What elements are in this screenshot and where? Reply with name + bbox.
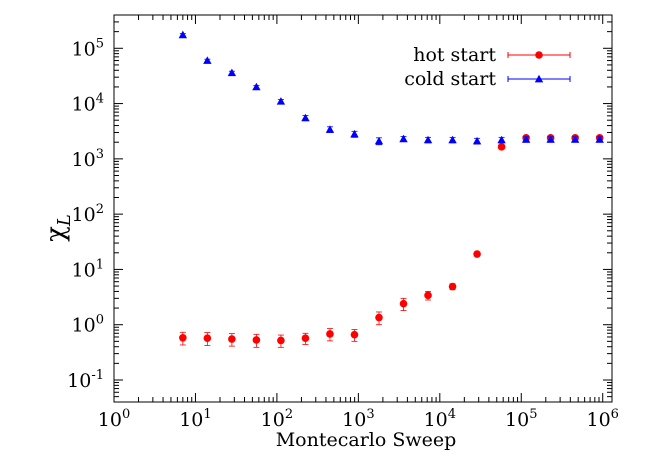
- y-tick-label: 101: [72, 257, 104, 281]
- hot-start-point: [350, 330, 359, 339]
- hot-start-point: [375, 313, 383, 322]
- cold-start-point: [301, 113, 310, 122]
- cold-start-point: [423, 135, 433, 144]
- plot-area: [113, 14, 613, 403]
- y-tick-label: 10-1: [67, 368, 104, 392]
- x-tick-label: 104: [424, 407, 456, 431]
- hot-start-point: [326, 330, 334, 338]
- x-tick-label: 100: [98, 407, 130, 431]
- y-tick-label: 104: [72, 92, 104, 116]
- hot-start-point: [277, 336, 285, 345]
- cold-start-point: [178, 30, 188, 39]
- y-axis-title: χL: [41, 214, 75, 242]
- cold-start-point: [546, 135, 555, 143]
- x-tick-label: 105: [505, 407, 537, 431]
- cold-start-point: [203, 56, 212, 64]
- hot-start-point: [203, 334, 212, 343]
- x-tick-label: 102: [261, 407, 293, 431]
- hot-start-point: [399, 299, 408, 308]
- plot-frame: [113, 14, 613, 403]
- legend-label: cold start: [404, 68, 496, 90]
- cold-start-point: [399, 134, 408, 143]
- legend-label: hot start: [413, 44, 496, 66]
- y-tick-label: 103: [72, 147, 104, 171]
- cold-start-point: [325, 125, 335, 133]
- y-tick-label: 102: [72, 202, 104, 226]
- tick-labels: 100 101 102 103 104 105 106 10-1 100 101 102 103 104…: [67, 36, 619, 431]
- hot-start-point: [252, 336, 261, 344]
- series-layer: [178, 30, 604, 348]
- hot-start-series: [179, 134, 604, 348]
- legend-marker: [534, 74, 544, 83]
- x-tick-label: 103: [342, 407, 374, 431]
- hot-start-point: [424, 291, 432, 300]
- cold-start-series: [178, 30, 604, 146]
- cold-start-point: [521, 135, 531, 143]
- cold-start-point: [497, 135, 506, 144]
- cold-start-point: [595, 135, 604, 143]
- x-tick-label: 106: [586, 407, 618, 431]
- legend-marker: [535, 51, 543, 59]
- y-tick-label: 100: [72, 313, 104, 337]
- x-tick-label: 101: [179, 407, 211, 431]
- x-axis-title: Montecarlo Sweep: [276, 429, 457, 451]
- hot-start-point: [301, 334, 310, 343]
- y-tick-label: 105: [72, 36, 104, 60]
- hot-start-point: [179, 333, 187, 342]
- cold-start-point: [227, 68, 237, 77]
- cold-start-point: [570, 135, 580, 143]
- axis-ticks: [113, 14, 612, 403]
- cold-start-point: [374, 136, 384, 145]
- hot-start-point: [497, 143, 506, 151]
- cold-start-point: [472, 136, 482, 145]
- cold-start-point: [252, 82, 261, 91]
- cold-start-point: [448, 135, 457, 144]
- hot-start-point: [448, 282, 457, 291]
- hot-start-point: [228, 335, 236, 343]
- cold-start-point: [350, 129, 359, 138]
- cold-start-point: [276, 97, 286, 105]
- hot-start-point: [473, 250, 481, 258]
